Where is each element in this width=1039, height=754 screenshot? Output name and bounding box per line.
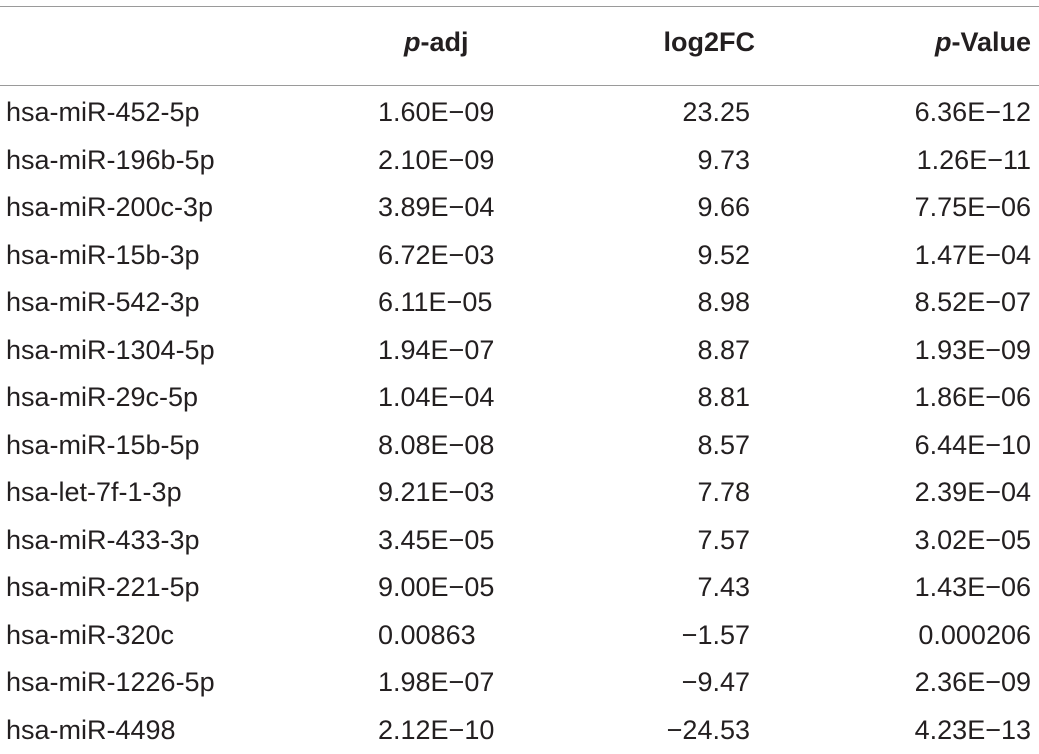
table-row: hsa-let-7f-1-3p 9.21E−03 7.78 2.39E−04	[0, 469, 1039, 517]
table-row: hsa-miR-29c-5p 1.04E−04 8.81 1.86E−06	[0, 374, 1039, 422]
table-row: hsa-miR-196b-5p 2.10E−09 9.73 1.26E−11	[0, 137, 1039, 185]
p-value-cell: 8.52E−07	[915, 279, 1031, 326]
p-value-cell: 6.36E−12	[915, 89, 1031, 136]
p-adj-cell: 1.98E−07	[378, 659, 494, 706]
header-p-value: p-Value	[935, 22, 1031, 62]
log2fc-cell: 8.81	[697, 374, 750, 421]
mirna-name-cell: hsa-miR-200c-3p	[6, 184, 213, 231]
p-adj-cell: 0.00863	[378, 612, 476, 659]
log2fc-cell: 9.66	[697, 184, 750, 231]
table-row: hsa-miR-221-5p 9.00E−05 7.43 1.43E−06	[0, 564, 1039, 612]
header-p-value-italic: p	[935, 27, 952, 57]
table-row: hsa-miR-542-3p 6.11E−05 8.98 8.52E−07	[0, 279, 1039, 327]
p-adj-cell: 8.08E−08	[378, 422, 494, 469]
p-value-cell: 2.36E−09	[915, 659, 1031, 706]
log2fc-cell: 7.57	[697, 517, 750, 564]
p-value-cell: 2.39E−04	[915, 469, 1031, 516]
log2fc-cell: 8.57	[697, 422, 750, 469]
mirna-name-cell: hsa-miR-433-3p	[6, 517, 200, 564]
log2fc-cell: −9.47	[682, 659, 750, 706]
mirna-name-cell: hsa-miR-15b-5p	[6, 422, 200, 469]
log2fc-cell: 9.73	[697, 137, 750, 184]
p-adj-cell: 3.45E−05	[378, 517, 494, 564]
p-value-cell: 1.47E−04	[915, 232, 1031, 279]
mirna-name-cell: hsa-miR-4498	[6, 707, 176, 754]
p-adj-cell: 9.21E−03	[378, 469, 494, 516]
log2fc-cell: −24.53	[667, 707, 750, 754]
table-row: hsa-miR-320c 0.00863 −1.57 0.000206	[0, 612, 1039, 660]
log2fc-cell: 9.52	[697, 232, 750, 279]
table-row: hsa-miR-1304-5p 1.94E−07 8.87 1.93E−09	[0, 327, 1039, 375]
p-adj-cell: 1.60E−09	[378, 89, 494, 136]
mirna-name-cell: hsa-miR-452-5p	[6, 89, 200, 136]
p-adj-cell: 6.11E−05	[378, 279, 492, 326]
header-p-adj: p-adj	[404, 22, 469, 62]
p-value-cell: 4.23E−13	[915, 707, 1031, 754]
p-value-cell: 3.02E−05	[915, 517, 1031, 564]
header-p-adj-rest: -adj	[421, 27, 469, 57]
table-row: hsa-miR-200c-3p 3.89E−04 9.66 7.75E−06	[0, 184, 1039, 232]
header-p-adj-italic: p	[404, 27, 421, 57]
p-value-cell: 7.75E−06	[915, 184, 1031, 231]
mirna-name-cell: hsa-miR-15b-3p	[6, 232, 200, 279]
log2fc-cell: −1.57	[682, 612, 750, 659]
log2fc-cell: 8.98	[697, 279, 750, 326]
header-p-value-rest: -Value	[951, 27, 1031, 57]
p-value-cell: 1.43E−06	[915, 564, 1031, 611]
mirna-name-cell: hsa-miR-320c	[6, 612, 174, 659]
table-row: hsa-miR-433-3p 3.45E−05 7.57 3.02E−05	[0, 517, 1039, 565]
p-adj-cell: 2.10E−09	[378, 137, 494, 184]
mirna-name-cell: hsa-miR-29c-5p	[6, 374, 198, 421]
p-value-cell: 1.86E−06	[915, 374, 1031, 421]
table-row: hsa-miR-1226-5p 1.98E−07 −9.47 2.36E−09	[0, 659, 1039, 707]
p-adj-cell: 1.94E−07	[378, 327, 494, 374]
p-value-cell: 1.93E−09	[915, 327, 1031, 374]
p-adj-cell: 1.04E−04	[378, 374, 494, 421]
log2fc-cell: 7.43	[697, 564, 750, 611]
mirna-name-cell: hsa-miR-196b-5p	[6, 137, 215, 184]
log2fc-cell: 8.87	[697, 327, 750, 374]
header-log2fc: log2FC	[664, 22, 756, 62]
table-header-rule	[0, 85, 1039, 86]
mirna-name-cell: hsa-miR-542-3p	[6, 279, 200, 326]
table-row: hsa-miR-4498 2.12E−10 −24.53 4.23E−13	[0, 707, 1039, 754]
p-value-cell: 0.000206	[918, 612, 1031, 659]
mirna-name-cell: hsa-miR-1226-5p	[6, 659, 215, 706]
p-adj-cell: 2.12E−10	[378, 707, 494, 754]
table-row: hsa-miR-15b-3p 6.72E−03 9.52 1.47E−04	[0, 232, 1039, 280]
p-value-cell: 6.44E−10	[915, 422, 1031, 469]
mirna-name-cell: hsa-miR-1304-5p	[6, 327, 215, 374]
p-value-cell: 1.26E−11	[917, 137, 1031, 184]
p-adj-cell: 6.72E−03	[378, 232, 494, 279]
table-row: hsa-miR-452-5p 1.60E−09 23.25 6.36E−12	[0, 89, 1039, 137]
p-adj-cell: 3.89E−04	[378, 184, 494, 231]
table-row: hsa-miR-15b-5p 8.08E−08 8.57 6.44E−10	[0, 422, 1039, 470]
table-header-row: p-adj log2FC p-Value	[0, 22, 1039, 62]
log2fc-cell: 7.78	[697, 469, 750, 516]
mirna-name-cell: hsa-miR-221-5p	[6, 564, 200, 611]
mirna-name-cell: hsa-let-7f-1-3p	[6, 469, 182, 516]
p-adj-cell: 9.00E−05	[378, 564, 494, 611]
table-top-rule	[0, 6, 1039, 7]
log2fc-cell: 23.25	[682, 89, 750, 136]
